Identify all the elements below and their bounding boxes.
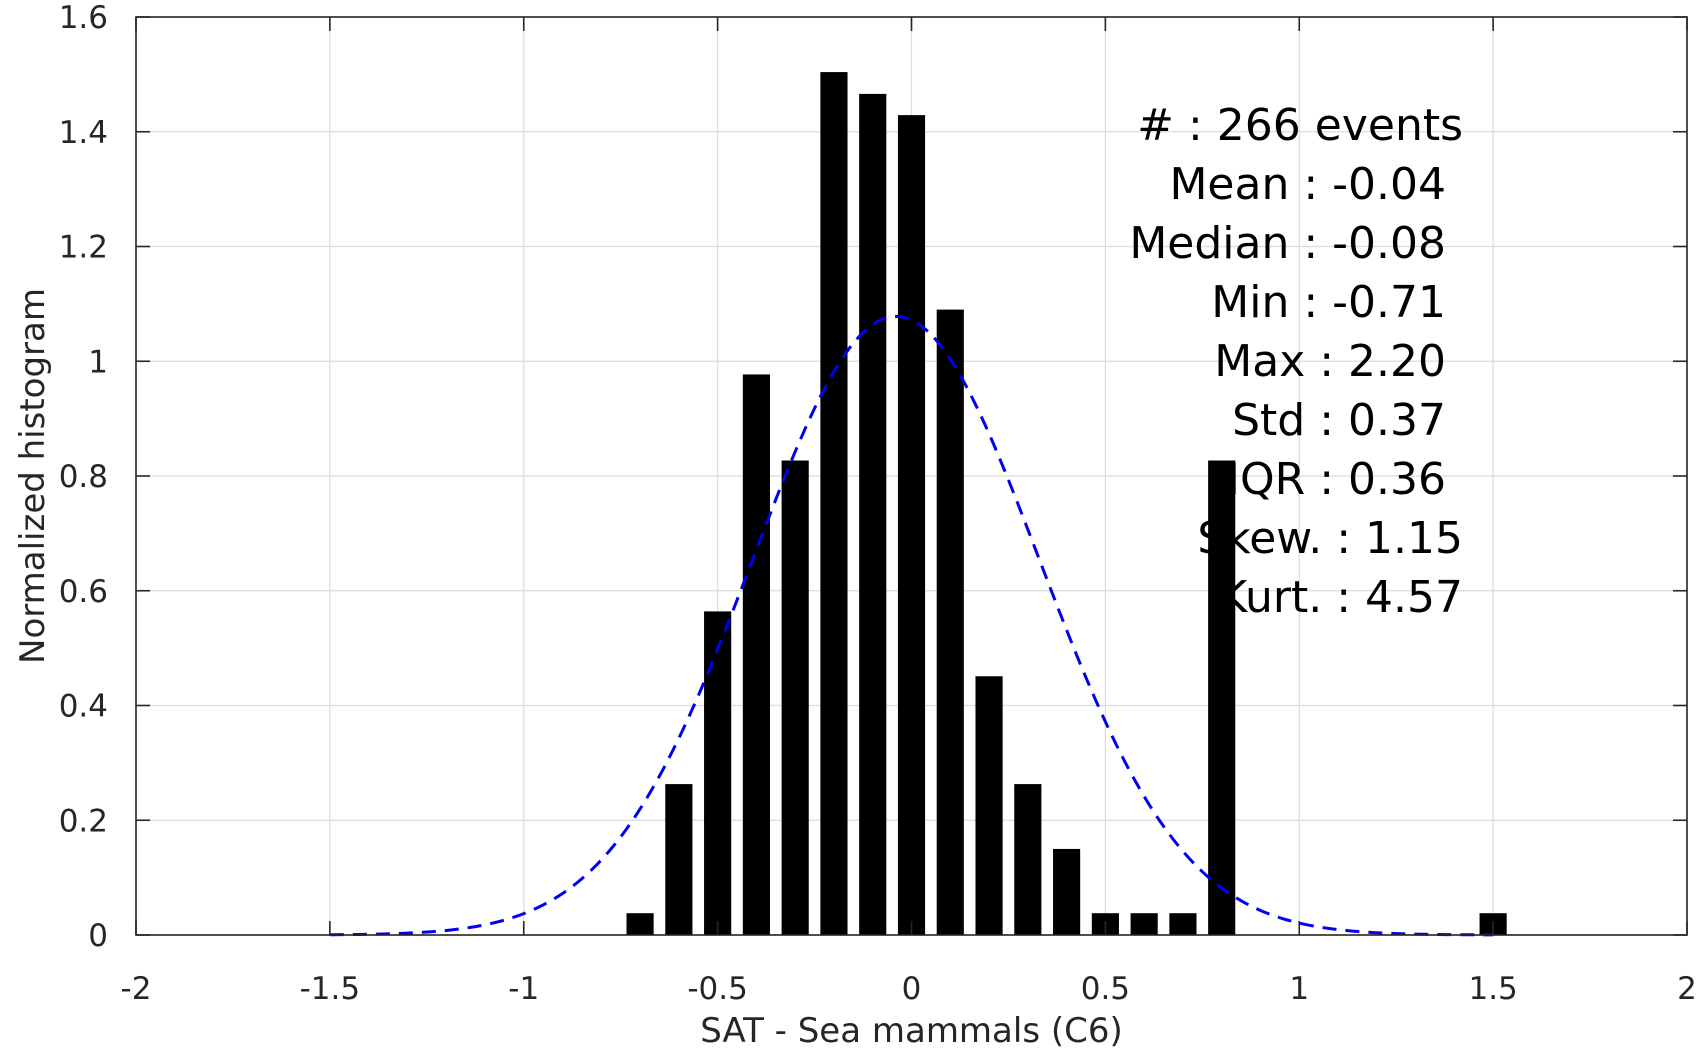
histogram-bar-1 bbox=[665, 784, 693, 935]
x-axis-ticks: -2 -1.5 -1 -0.5 0 0.5 1 1.5 2 bbox=[121, 17, 1697, 1007]
stats-box: # : 266 events Mean : -0.04 Median : -0.08… bbox=[1129, 100, 1463, 623]
x-tick-label-6: 1 bbox=[1289, 971, 1309, 1007]
stats-line-7: Skew. : 1.15 bbox=[1197, 513, 1463, 564]
histogram-bar-13 bbox=[1130, 913, 1158, 935]
x-axis-title: SAT - Sea mammals (C6) bbox=[700, 1011, 1123, 1051]
x-tick-label-1: -1.5 bbox=[300, 971, 361, 1007]
y-tick-label-1: 0.2 bbox=[59, 803, 108, 839]
stats-line-5: Std : 0.37 bbox=[1232, 395, 1446, 446]
y-tick-label-2: 0.4 bbox=[59, 689, 108, 725]
histogram-bar-14 bbox=[1169, 913, 1197, 935]
histogram-bars bbox=[626, 72, 1507, 935]
histogram-bar-6 bbox=[859, 93, 887, 935]
histogram-bar-5 bbox=[820, 72, 848, 935]
x-tick-label-5: 0.5 bbox=[1081, 971, 1130, 1007]
histogram-bar-0 bbox=[626, 913, 654, 935]
stats-line-2: Median : -0.08 bbox=[1129, 218, 1446, 269]
y-tick-label-3: 0.6 bbox=[59, 574, 108, 610]
y-axis-ticks: 0 0.2 0.4 0.6 0.8 1 1.2 1.4 1.6 bbox=[59, 0, 1687, 954]
histogram-bar-2 bbox=[704, 611, 732, 935]
stats-line-4: Max : 2.20 bbox=[1214, 336, 1446, 387]
x-tick-label-7: 1.5 bbox=[1468, 971, 1517, 1007]
y-tick-label-7: 1.4 bbox=[59, 115, 108, 151]
x-tick-label-0: -2 bbox=[121, 971, 152, 1007]
x-tick-label-8: 2 bbox=[1677, 971, 1697, 1007]
histogram-bar-3 bbox=[742, 374, 770, 935]
normal-fit-curve bbox=[329, 314, 1494, 937]
y-tick-label-5: 1 bbox=[88, 344, 108, 380]
histogram-bar-11 bbox=[1053, 848, 1081, 935]
histogram-bar-4 bbox=[781, 460, 809, 935]
x-tick-label-2: -1 bbox=[508, 971, 539, 1007]
stats-line-3: Min : -0.71 bbox=[1211, 277, 1446, 328]
histogram-bar-10 bbox=[1014, 784, 1042, 935]
x-tick-label-4: 0 bbox=[902, 971, 922, 1007]
stats-line-6: IQR : 0.36 bbox=[1227, 454, 1446, 505]
stats-line-0: # : 266 events bbox=[1137, 100, 1463, 151]
histogram-bar-15 bbox=[1208, 460, 1236, 935]
histogram-bar-9 bbox=[975, 676, 1003, 935]
stats-line-8: Kurt. : 4.57 bbox=[1218, 572, 1463, 623]
y-tick-label-8: 1.6 bbox=[59, 0, 108, 36]
y-tick-label-6: 1.2 bbox=[59, 230, 108, 266]
y-tick-label-4: 0.8 bbox=[59, 459, 108, 495]
histogram-bar-7 bbox=[897, 115, 926, 935]
y-tick-label-0: 0 bbox=[88, 918, 108, 954]
x-tick-label-3: -0.5 bbox=[687, 971, 748, 1007]
y-axis-title: Normalized histogram bbox=[13, 288, 53, 664]
histogram-bar-8 bbox=[936, 309, 964, 935]
stats-line-1: Mean : -0.04 bbox=[1169, 159, 1446, 210]
